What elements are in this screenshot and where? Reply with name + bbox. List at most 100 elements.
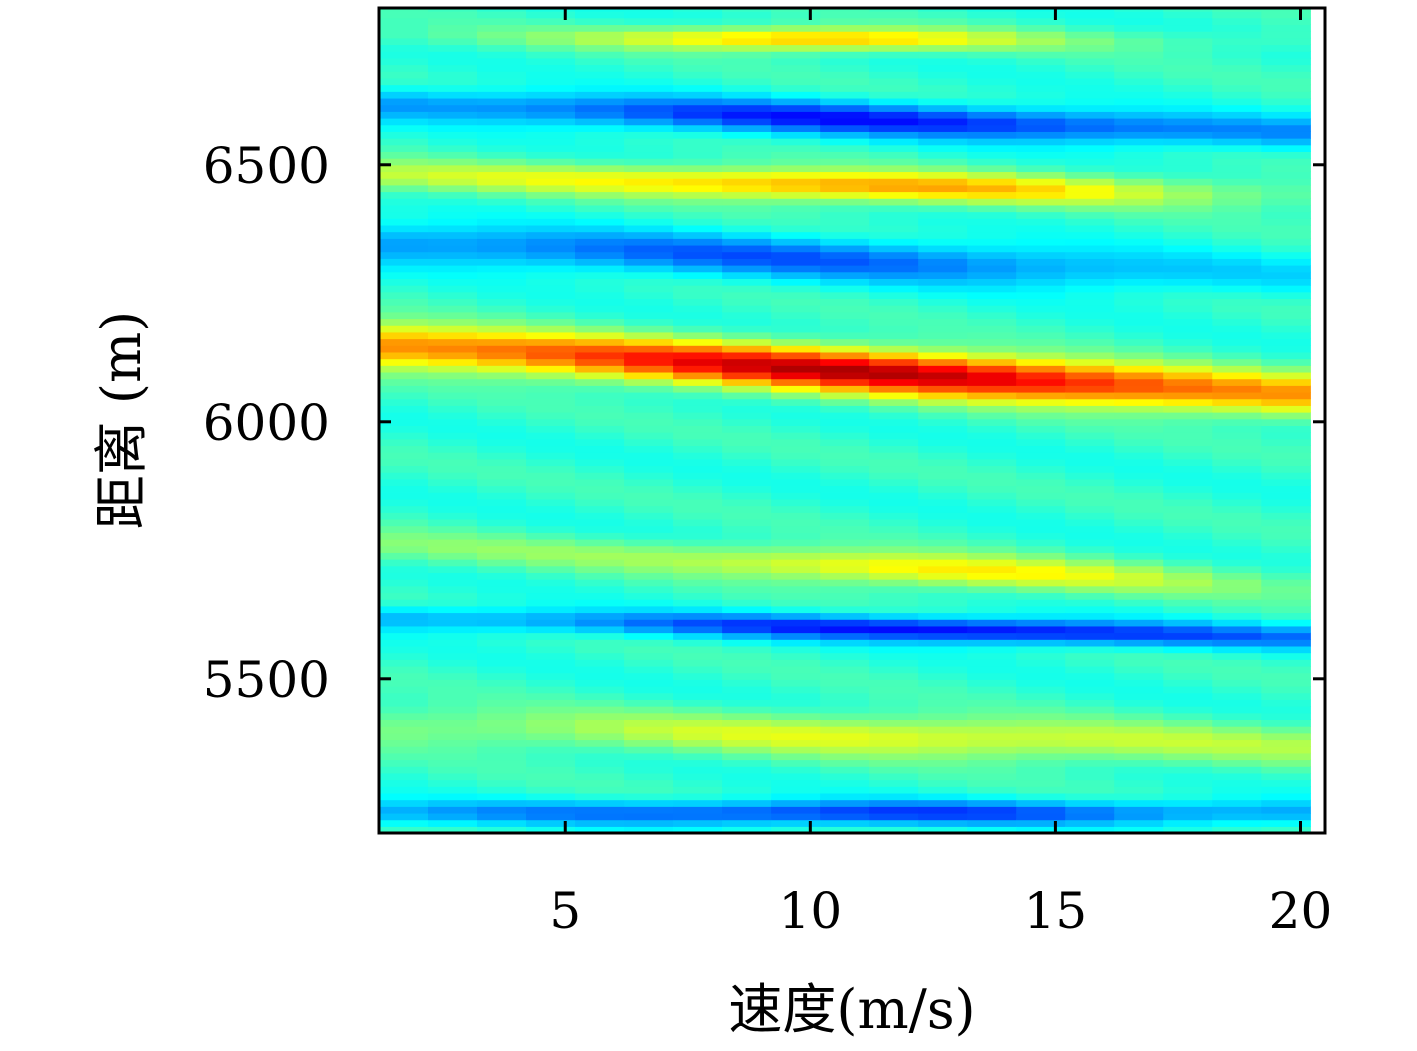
heatmap-cell <box>771 518 821 527</box>
heatmap-cell <box>722 311 772 320</box>
heatmap-cell <box>477 665 527 674</box>
heatmap-cell <box>477 338 527 346</box>
heatmap-cell <box>918 559 968 567</box>
heatmap-cell <box>1016 525 1066 533</box>
heatmap-cell <box>1016 799 1066 807</box>
heatmap-cell <box>477 118 527 126</box>
heatmap-cell <box>428 238 478 246</box>
heatmap-cell <box>477 251 527 259</box>
heatmap-cell <box>967 218 1017 226</box>
heatmap-cell <box>575 472 625 480</box>
heatmap-cell <box>1114 218 1164 226</box>
heatmap-cell <box>1114 706 1164 714</box>
heatmap-cell <box>820 799 870 807</box>
heatmap-cell <box>428 338 478 346</box>
heatmap-cell <box>1212 91 1262 99</box>
heatmap-cell <box>1114 699 1164 707</box>
heatmap-cell <box>526 64 576 72</box>
heatmap-cell <box>575 559 625 567</box>
heatmap-cell <box>477 585 527 594</box>
heatmap-cell <box>722 625 772 634</box>
heatmap-cell <box>1212 158 1262 166</box>
heatmap-cell <box>1261 311 1311 320</box>
heatmap-cell <box>575 465 625 473</box>
heatmap-cell <box>575 8 625 12</box>
heatmap-cell <box>1114 178 1164 186</box>
heatmap-cell <box>624 325 674 333</box>
heatmap-cell <box>869 585 919 594</box>
heatmap-cell <box>869 418 919 426</box>
heatmap-cell <box>771 752 821 761</box>
heatmap-cell <box>575 579 625 587</box>
heatmap-cell <box>1114 271 1164 279</box>
heatmap-cell <box>820 111 870 119</box>
heatmap-cell <box>526 505 576 513</box>
heatmap-cell <box>526 792 576 801</box>
heatmap-cell <box>1212 726 1262 734</box>
heatmap-cell <box>1261 599 1311 607</box>
heatmap-cell <box>918 231 968 239</box>
heatmap-cell <box>967 799 1017 807</box>
heatmap-cell <box>771 191 821 199</box>
heatmap-cell <box>1212 505 1262 513</box>
heatmap-cell <box>1212 766 1262 774</box>
heatmap-cell <box>1261 178 1311 186</box>
heatmap-cell <box>1016 398 1066 406</box>
heatmap-cell <box>722 231 772 239</box>
heatmap-cell <box>820 64 870 72</box>
heatmap-cell <box>477 438 527 447</box>
heatmap-cell <box>967 632 1017 640</box>
heatmap-cell <box>379 231 429 239</box>
heatmap-cell <box>1016 224 1066 233</box>
heatmap-cell <box>624 405 674 413</box>
heatmap-cell <box>722 672 772 680</box>
heatmap-cell <box>1163 17 1213 26</box>
heatmap-cell <box>918 632 968 640</box>
heatmap-cell <box>771 799 821 807</box>
heatmap-cell <box>967 325 1017 333</box>
heatmap-cell <box>575 391 625 400</box>
heatmap-cell <box>1114 565 1164 573</box>
heatmap-cell <box>1261 244 1311 253</box>
heatmap-cell <box>820 759 870 767</box>
heatmap-cell <box>673 659 723 667</box>
heatmap-cell <box>820 806 870 814</box>
heatmap-cell <box>1114 51 1164 59</box>
heatmap-cell <box>477 679 527 687</box>
heatmap-cell <box>1212 164 1262 173</box>
heatmap-cell <box>526 164 576 173</box>
heatmap-cell <box>526 412 576 420</box>
heatmap-cell <box>1163 472 1213 480</box>
y-tick-label: 5500 <box>203 651 330 709</box>
heatmap-cell <box>1016 692 1066 700</box>
heatmap-cell <box>820 71 870 79</box>
heatmap-cell <box>771 144 821 153</box>
heatmap-cell <box>771 565 821 573</box>
heatmap-cell <box>526 198 576 206</box>
heatmap-cell <box>526 552 576 560</box>
heatmap-cell <box>379 44 429 52</box>
heatmap-cell <box>771 492 821 500</box>
heatmap-cell <box>477 318 527 326</box>
heatmap-cell <box>1114 612 1164 620</box>
heatmap-cell <box>1163 398 1213 406</box>
heatmap-cell <box>477 692 527 700</box>
heatmap-cell <box>820 84 870 92</box>
heatmap-cell <box>673 198 723 206</box>
heatmap-cell <box>428 331 478 340</box>
x-tick-label: 5 <box>549 882 581 940</box>
heatmap-cell <box>1163 525 1213 533</box>
heatmap-cell <box>428 325 478 333</box>
heatmap-cell <box>1016 311 1066 320</box>
heatmap-cell <box>1065 806 1115 814</box>
heatmap-cell <box>1163 131 1213 139</box>
heatmap-cell <box>575 572 625 580</box>
heatmap-cell <box>869 97 919 106</box>
heatmap-cell <box>918 792 968 801</box>
heatmap-cell <box>1163 111 1213 119</box>
heatmap-cell <box>379 458 429 467</box>
heatmap-cell <box>1212 559 1262 567</box>
heatmap-cell <box>771 706 821 714</box>
heatmap-cell <box>1065 792 1115 801</box>
heatmap-cell <box>428 97 478 106</box>
